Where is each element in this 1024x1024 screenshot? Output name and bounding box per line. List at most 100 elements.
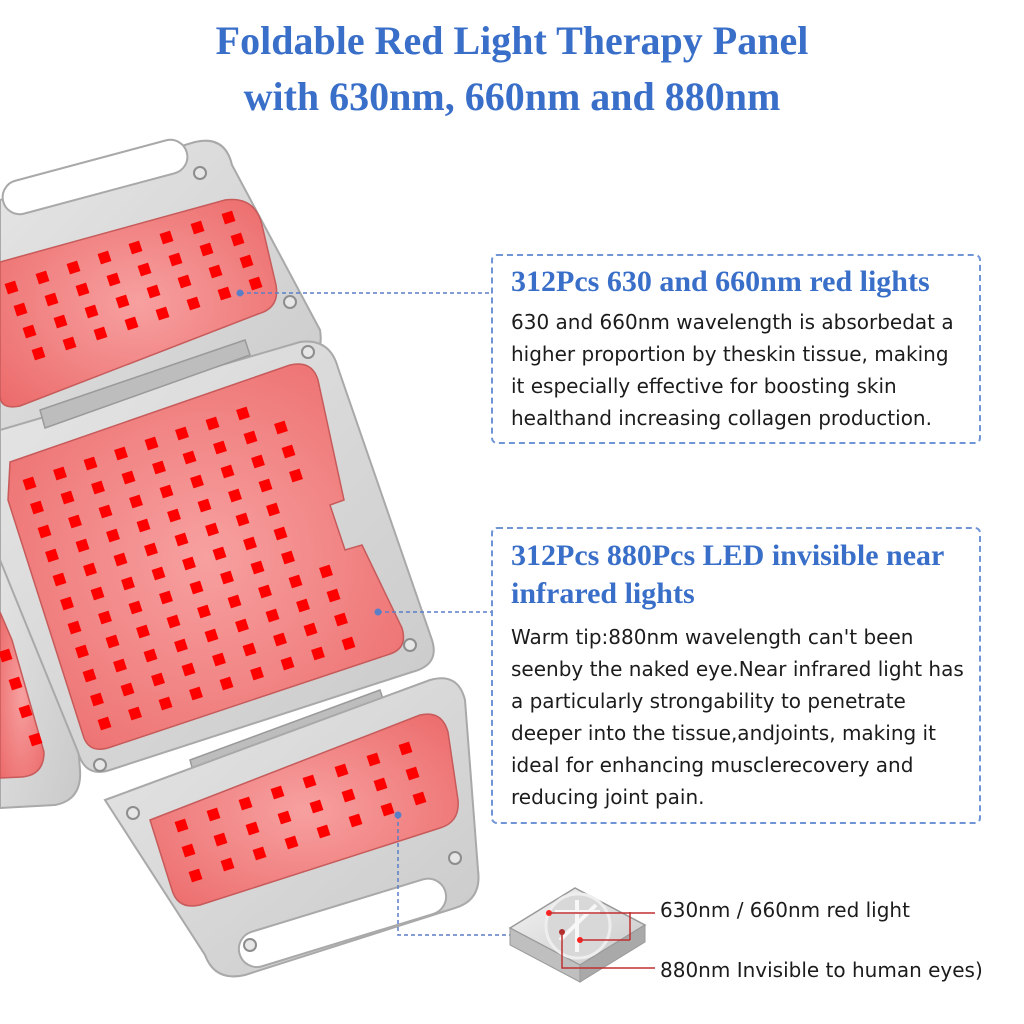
led xyxy=(137,262,152,277)
callout-infrared-lights: 312Pcs 880Pcs LED invisible near infrare… xyxy=(491,527,981,824)
led xyxy=(128,600,143,615)
led xyxy=(144,436,159,451)
led xyxy=(115,294,130,309)
led xyxy=(120,682,135,697)
led xyxy=(213,440,227,455)
led xyxy=(97,716,112,731)
led xyxy=(182,556,196,571)
led xyxy=(220,464,235,479)
led xyxy=(270,785,285,800)
led xyxy=(84,304,99,319)
led xyxy=(35,270,50,285)
callout-red-lights-body: 630 and 660nm wavelength is absorbedat a… xyxy=(511,310,954,430)
led xyxy=(177,274,192,289)
led xyxy=(288,574,303,589)
led xyxy=(151,672,165,687)
led xyxy=(311,646,325,661)
led xyxy=(105,634,120,649)
led xyxy=(208,264,223,279)
led xyxy=(98,610,112,625)
led xyxy=(113,552,128,567)
led xyxy=(129,494,143,509)
led xyxy=(334,763,349,778)
led xyxy=(121,470,136,485)
led xyxy=(258,584,272,599)
led xyxy=(159,590,173,605)
led xyxy=(28,732,43,747)
led xyxy=(18,704,33,719)
led xyxy=(348,813,363,828)
led xyxy=(281,550,295,565)
middle-panel xyxy=(0,340,435,773)
led xyxy=(238,796,253,811)
led xyxy=(128,706,142,721)
led xyxy=(273,632,287,647)
led xyxy=(373,777,388,792)
led xyxy=(98,504,113,519)
led xyxy=(251,454,265,469)
led xyxy=(175,426,189,441)
led xyxy=(258,478,273,493)
led xyxy=(31,346,46,361)
led xyxy=(248,276,263,291)
led xyxy=(90,586,105,601)
led xyxy=(82,668,97,683)
led xyxy=(316,824,331,839)
led xyxy=(380,802,395,817)
led xyxy=(181,662,196,677)
led xyxy=(174,638,188,653)
led xyxy=(243,536,257,551)
led xyxy=(228,488,242,503)
led xyxy=(181,843,196,858)
led xyxy=(37,524,52,539)
led xyxy=(284,835,299,850)
led xyxy=(334,612,348,627)
led xyxy=(221,210,236,225)
led xyxy=(266,502,280,517)
led xyxy=(235,512,250,527)
led xyxy=(243,430,258,445)
led xyxy=(239,254,254,269)
legend-infrared-label: 880nm Invisible to human eyes) xyxy=(660,958,983,982)
led-chip-icon xyxy=(508,887,655,983)
led xyxy=(30,500,44,515)
led xyxy=(405,766,420,781)
page-title-line-2: with 630nm, 660nm and 880nm xyxy=(243,74,781,119)
led xyxy=(190,220,205,235)
led xyxy=(274,420,288,435)
led xyxy=(106,272,121,287)
led xyxy=(205,522,219,537)
led xyxy=(341,636,356,651)
callout-red-lights-heading: 312Pcs 630 and 660nm red lights xyxy=(511,265,930,298)
led xyxy=(213,832,228,847)
led xyxy=(22,476,37,491)
left-led-grid xyxy=(0,648,43,747)
led xyxy=(0,648,13,663)
callout-infrared-body: Warm tip:880nm wavelength can't been see… xyxy=(511,625,964,809)
led xyxy=(235,618,249,633)
led xyxy=(62,336,77,351)
led xyxy=(166,614,181,629)
led xyxy=(146,284,161,299)
led xyxy=(136,624,150,639)
led xyxy=(250,666,264,681)
led xyxy=(75,644,89,659)
led xyxy=(366,752,381,767)
led xyxy=(242,642,257,657)
led xyxy=(75,282,90,297)
led xyxy=(230,232,245,247)
led xyxy=(190,474,204,489)
led xyxy=(302,774,317,789)
page-title-line-1: Foldable Red Light Therapy Panel xyxy=(215,18,809,63)
led xyxy=(68,514,82,529)
top-led-grid xyxy=(4,210,263,361)
led xyxy=(220,857,235,872)
led xyxy=(205,416,220,431)
led xyxy=(174,818,189,833)
led xyxy=(152,460,166,475)
led xyxy=(75,538,90,553)
led xyxy=(273,526,288,541)
callout-infrared-heading: 312Pcs 880Pcs LED invisible near infrare… xyxy=(511,539,944,610)
led xyxy=(174,532,189,547)
led xyxy=(155,306,170,321)
